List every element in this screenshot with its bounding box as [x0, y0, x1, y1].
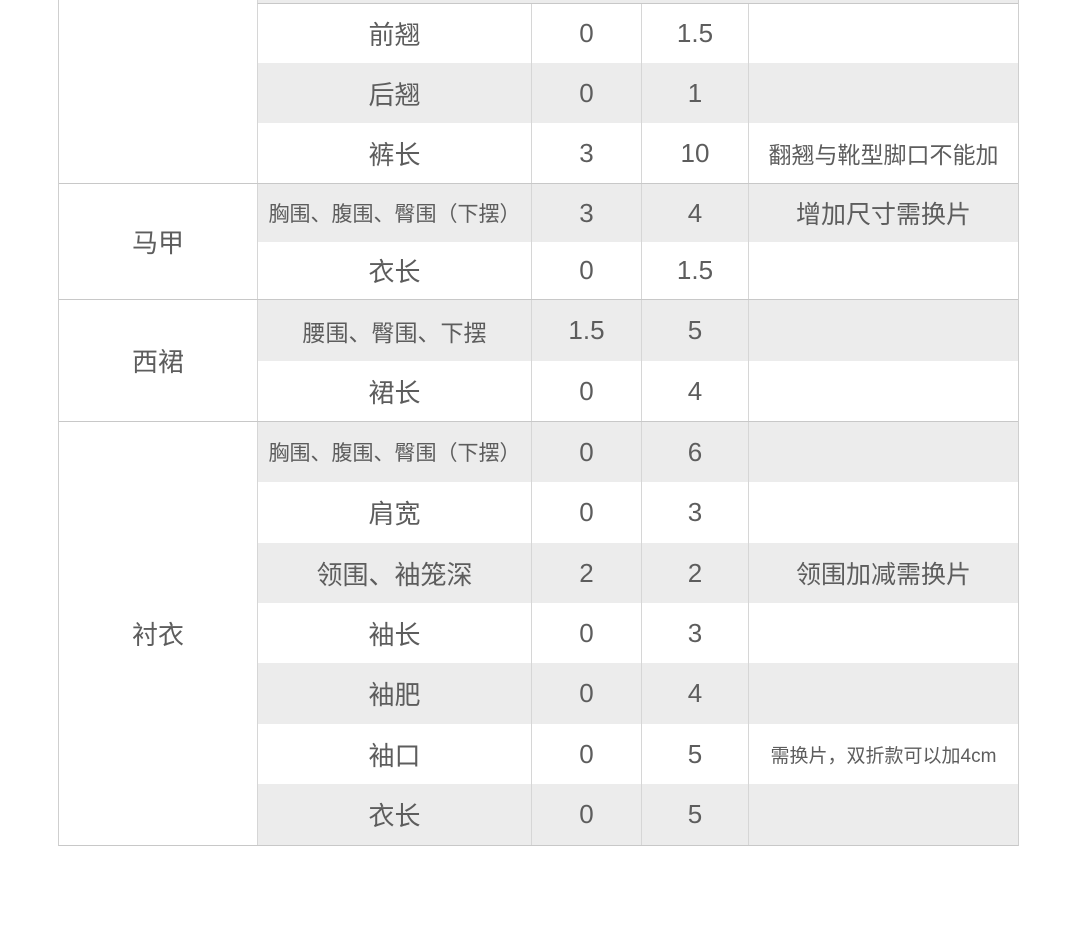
note-cell [748, 300, 1018, 361]
value2-cell: 5 [641, 724, 748, 784]
note-cell [748, 603, 1018, 663]
value1-cell: 0 [531, 361, 641, 421]
part-cell: 后翘 [257, 63, 531, 123]
part-cell: 衣长 [257, 242, 531, 299]
note-cell [748, 361, 1018, 421]
value1-cell: 0 [531, 724, 641, 784]
value1-cell: 0 [531, 663, 641, 724]
part-cell: 袖长 [257, 603, 531, 663]
value2-cell: 4 [641, 184, 748, 242]
value1-cell: 0 [531, 482, 641, 543]
part-cell: 肩宽 [257, 482, 531, 543]
value2-cell: 5 [641, 784, 748, 845]
value1-cell: 0 [531, 784, 641, 845]
table-section: 衬衣 胸围、腹围、臀围（下摆） 0 6 肩宽 0 3 领围、袖笼深 2 2 领围加减需换片 袖长 0 3 袖… [59, 421, 1018, 845]
value2-cell: 5 [641, 300, 748, 361]
value1-cell: 0 [531, 603, 641, 663]
value2-cell: 1.5 [641, 242, 748, 299]
part-cell: 领围、袖笼深 [257, 543, 531, 603]
value2-cell: 4 [641, 361, 748, 421]
note-cell: 翻翘与靴型脚口不能加 [748, 123, 1018, 183]
note-cell [748, 482, 1018, 543]
value2-cell: 6 [641, 422, 748, 482]
table-section: 西裙 腰围、臀围、下摆 1.5 5 裙长 0 4 [59, 299, 1018, 421]
partial-row-remnant [257, 0, 1018, 4]
value2-cell: 10 [641, 123, 748, 183]
value2-cell: 1 [641, 63, 748, 123]
value2-cell: 3 [641, 603, 748, 663]
value2-cell: 2 [641, 543, 748, 603]
part-cell: 裙长 [257, 361, 531, 421]
part-cell: 胸围、腹围、臀围（下摆） [257, 184, 531, 242]
note-cell [748, 63, 1018, 123]
table-section: 马甲 胸围、腹围、臀围（下摆） 3 4 增加尺寸需换片衣长 0 1.5 [59, 183, 1018, 299]
value1-cell: 0 [531, 4, 641, 63]
value2-cell: 4 [641, 663, 748, 724]
size-adjustment-table: 前翘 0 1.5 后翘 0 1 裤长 3 10 翻翘与靴型脚口不能加 马甲 胸围、腹围、臀围（下摆） 3… [58, 0, 1019, 846]
value2-cell: 1.5 [641, 4, 748, 63]
value1-cell: 0 [531, 242, 641, 299]
category-cell [59, 0, 257, 183]
table-section: 前翘 0 1.5 后翘 0 1 裤长 3 10 翻翘与靴型脚口不能加 [59, 0, 1018, 183]
value1-cell: 2 [531, 543, 641, 603]
part-cell: 袖肥 [257, 663, 531, 724]
value1-cell: 3 [531, 184, 641, 242]
part-cell: 衣长 [257, 784, 531, 845]
category-cell: 衬衣 [131, 620, 184, 650]
note-cell: 增加尺寸需换片 [748, 184, 1018, 242]
note-cell [748, 242, 1018, 299]
value1-cell: 0 [531, 63, 641, 123]
part-cell: 裤长 [257, 123, 531, 183]
category-cell: 马甲 [131, 228, 184, 258]
part-cell: 腰围、臀围、下摆 [257, 300, 531, 361]
note-cell [748, 784, 1018, 845]
value1-cell: 0 [531, 422, 641, 482]
value2-cell: 3 [641, 482, 748, 543]
value1-cell: 1.5 [531, 300, 641, 361]
value1-cell: 3 [531, 123, 641, 183]
note-cell [748, 4, 1018, 63]
note-cell: 需换片，双折款可以加4cm [748, 724, 1018, 784]
note-cell [748, 422, 1018, 482]
note-cell: 领围加减需换片 [748, 543, 1018, 603]
part-cell: 胸围、腹围、臀围（下摆） [257, 422, 531, 482]
category-cell: 西裙 [131, 347, 184, 377]
part-cell: 前翘 [257, 4, 531, 63]
note-cell [748, 663, 1018, 724]
part-cell: 袖口 [257, 724, 531, 784]
